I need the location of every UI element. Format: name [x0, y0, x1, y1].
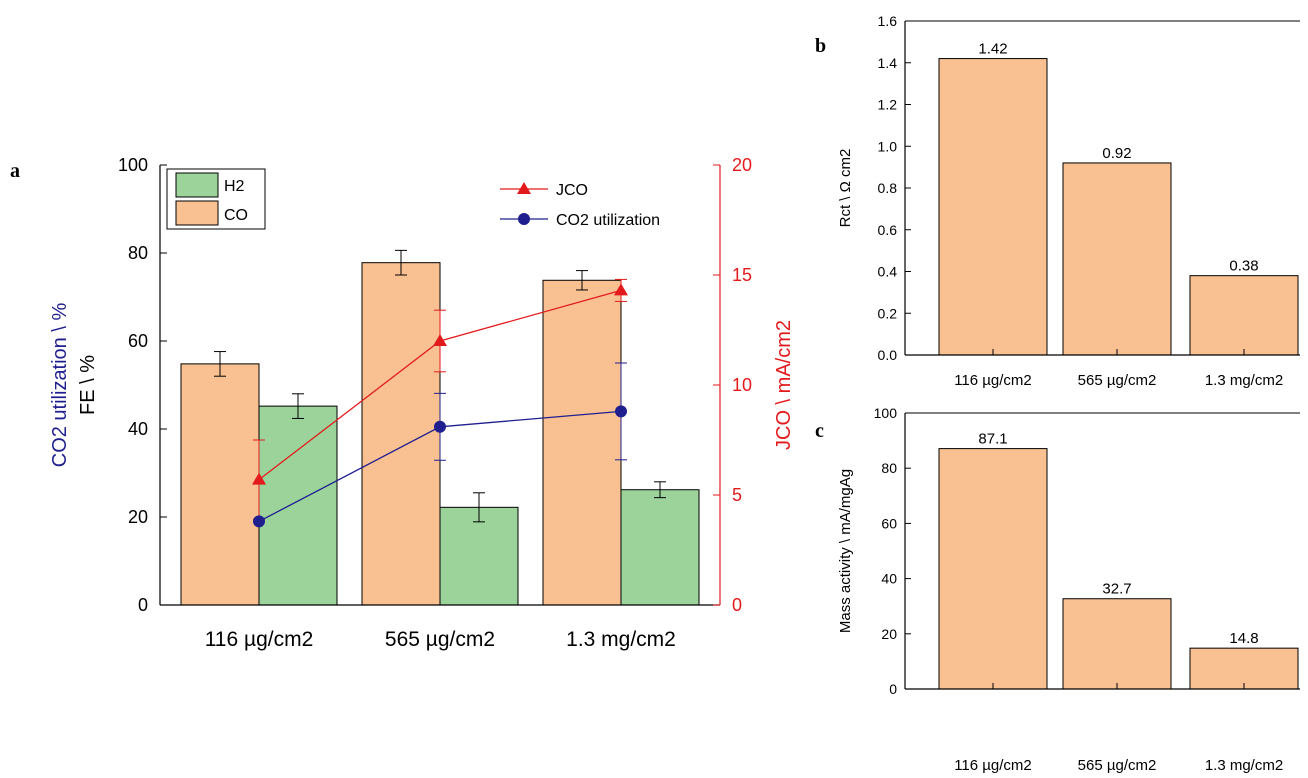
x-tick-label: 1.3 mg/cm2 [566, 628, 676, 651]
right-tick-label: 15 [732, 265, 752, 285]
bar [1062, 162, 1172, 356]
right-tick-label: 10 [732, 375, 752, 395]
left-axis-title-utilization: CO2 utilization \ % [49, 303, 71, 468]
triangle-marker [433, 334, 447, 346]
y-tick-label: 0.6 [878, 222, 898, 238]
y-axis-title: Rct \ Ω cm2 [837, 149, 854, 228]
right-tick-label: 20 [732, 155, 752, 175]
legend-label-jco: JCO [556, 182, 588, 199]
legend-label-util: CO2 utilization [556, 212, 660, 229]
x-tick-label: 116 µg/cm2 [954, 372, 1032, 389]
bar [938, 448, 1048, 690]
y-tick-label: 0.4 [878, 264, 898, 280]
y-tick-label: 40 [881, 571, 897, 587]
x-tick-label: 565 µg/cm2 [1078, 372, 1157, 389]
bar-h2 [620, 489, 700, 606]
bar-co [180, 363, 260, 606]
bar-h2 [258, 405, 338, 606]
bar-co [542, 279, 622, 606]
left-tick-label: 20 [128, 507, 148, 527]
right-axis-title: JCO \ mA/cm2 [773, 320, 795, 450]
circle-marker [434, 420, 446, 433]
left-tick-label: 100 [118, 155, 148, 175]
y-tick-label: 60 [881, 515, 897, 531]
y-tick-label: 100 [874, 405, 898, 421]
bar [938, 58, 1048, 356]
y-tick-label: 0.8 [878, 180, 898, 196]
y-tick-label: 20 [881, 626, 897, 642]
y-tick-label: 1.6 [878, 13, 898, 29]
bar [1189, 275, 1299, 356]
chart-a: 0 20 40 60 80 100 0 5 10 15 20 116 µg/cm2 565 µg/cm2… [49, 155, 795, 651]
x-tick-label: 116 µg/cm2 [205, 628, 314, 651]
bar [1189, 647, 1299, 690]
x-tick-label: 116 µg/cm2 [954, 757, 1032, 774]
y-tick-label: 0.2 [878, 305, 898, 321]
circle-marker [615, 405, 627, 418]
left-tick-label: 80 [128, 243, 148, 263]
triangle-marker [614, 283, 628, 296]
right-tick-label: 5 [732, 485, 742, 505]
x-tick-label: 1.3 mg/cm2 [1205, 757, 1283, 774]
bar-co [361, 262, 441, 606]
legend-label-h2: H2 [224, 178, 245, 195]
left-tick-label: 60 [128, 331, 148, 351]
legend-label-co: CO [224, 207, 248, 224]
y-axis-title: Mass activity \ mA/mgAg [837, 469, 854, 633]
chart-c: 87.1 116 µg/cm2 32.7 565 µg/cm2 14.8 1.3 mg/c… [837, 405, 1300, 774]
chart-b: 1.42 116 µg/cm2 0.92 565 µg/cm2 0.38 1.3 mg/c… [837, 13, 1300, 389]
y-tick-label: 1.4 [878, 55, 898, 71]
left-tick-label: 40 [128, 419, 148, 439]
bar-value-label: 14.8 [1229, 630, 1258, 647]
left-axis-title-fe: FE \ % [77, 355, 99, 415]
left-tick-label: 0 [138, 595, 148, 615]
bar-value-label: 87.1 [978, 431, 1007, 448]
legend-swatch-h2 [175, 172, 219, 198]
legend-swatch-co [175, 200, 219, 226]
y-tick-label: 80 [881, 460, 897, 476]
bar-value-label: 0.38 [1229, 258, 1258, 275]
circle-marker [253, 515, 265, 528]
panel-letter-a: a [10, 160, 20, 182]
y-tick-label: 0.0 [878, 347, 898, 363]
y-tick-label: 1.0 [878, 138, 898, 154]
x-tick-label: 565 µg/cm2 [1078, 757, 1157, 774]
triangle-marker [252, 472, 266, 485]
bar-value-label: 1.42 [978, 41, 1007, 58]
panel-letter-b: b [815, 35, 826, 57]
right-tick-label: 0 [732, 595, 742, 615]
y-tick-label: 0 [889, 681, 897, 697]
x-tick-label: 565 µg/cm2 [385, 628, 495, 651]
legend-marker-jco [517, 182, 531, 194]
legend-marker-util [518, 213, 530, 225]
y-tick-label: 1.2 [878, 97, 898, 113]
x-tick-label: 1.3 mg/cm2 [1205, 372, 1283, 389]
bar [1062, 598, 1172, 690]
bar-value-label: 0.92 [1102, 145, 1131, 162]
panel-letter-c: c [815, 420, 824, 442]
bar-value-label: 32.7 [1102, 581, 1131, 598]
